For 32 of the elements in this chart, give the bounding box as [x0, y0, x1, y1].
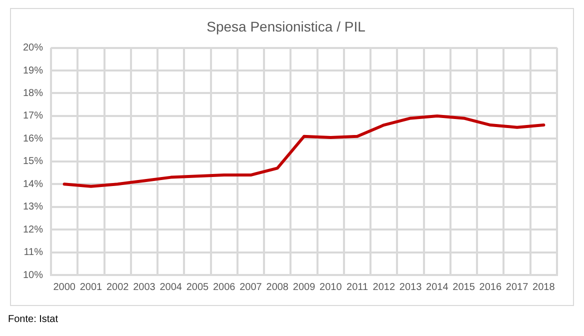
x-tick-label: 2004	[160, 282, 182, 293]
y-tick-label: 15%	[23, 156, 44, 168]
y-tick-label: 10%	[23, 270, 44, 281]
x-tick-label: 2012	[372, 282, 396, 293]
x-tick-label: 2014	[426, 282, 449, 293]
y-tick-label: 12%	[23, 224, 44, 236]
x-tick-label: 2007	[240, 282, 262, 293]
x-tick-label: 2009	[292, 282, 316, 293]
y-tick-label: 19%	[23, 65, 44, 76]
source-note: Fonte: Istat	[8, 314, 60, 325]
y-tick-label: 17%	[23, 110, 44, 122]
chart-title: Spesa Pensionistica / PIL	[206, 18, 366, 34]
x-tick-label: 2015	[452, 282, 476, 293]
y-tick-label: 13%	[23, 202, 44, 213]
x-tick-label: 2002	[106, 282, 130, 293]
x-tick-label: 2003	[133, 282, 156, 293]
y-tick-label: 11%	[24, 247, 44, 258]
y-tick-label: 18%	[23, 88, 44, 99]
x-tick-label: 2010	[320, 282, 342, 293]
y-tick-label: 14%	[23, 178, 44, 190]
y-tick-label: 16%	[23, 133, 44, 144]
x-tick-label: 2013	[399, 282, 422, 293]
x-tick-label: 2018	[532, 282, 556, 293]
y-tick-label: 20%	[23, 42, 44, 54]
x-tick-label: 2017	[506, 282, 529, 293]
x-tick-label: 2011	[346, 282, 368, 293]
x-tick-label: 2000	[53, 282, 76, 293]
x-tick-label: 2006	[212, 282, 236, 293]
x-tick-label: 2016	[479, 282, 502, 293]
x-tick-label: 2001	[80, 282, 103, 293]
x-tick-label: 2008	[266, 282, 289, 293]
x-tick-label: 2005	[186, 282, 210, 293]
